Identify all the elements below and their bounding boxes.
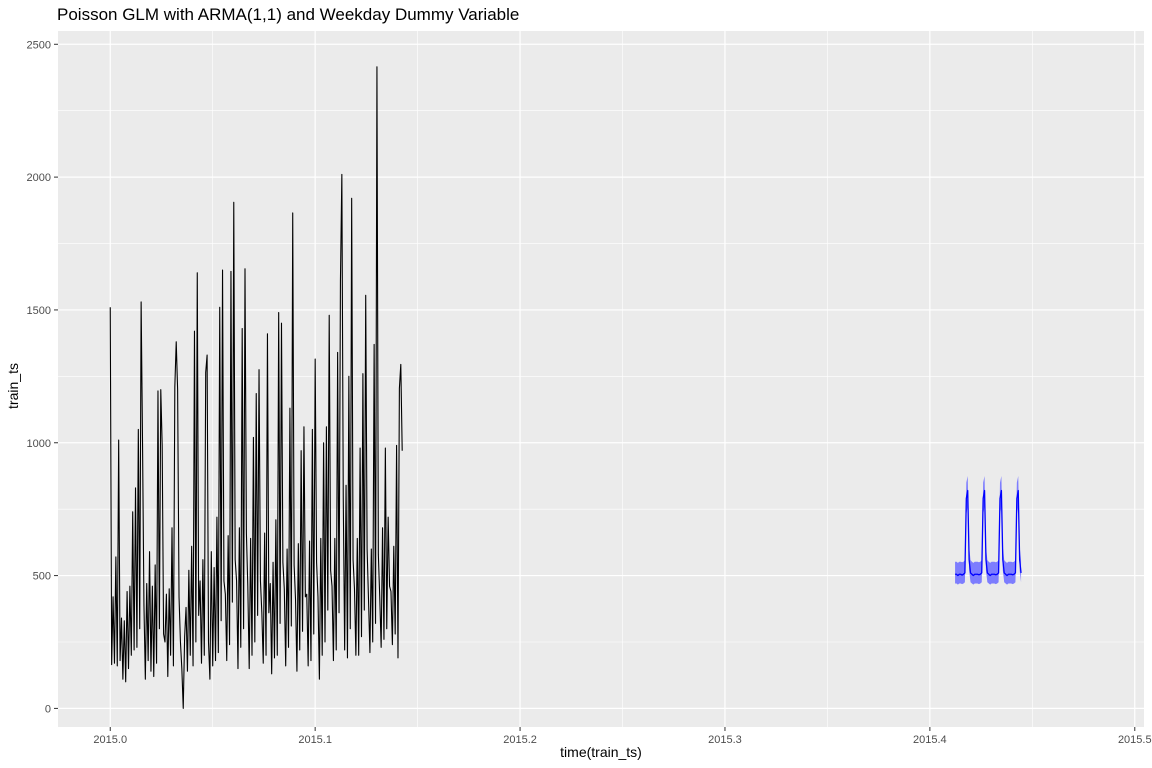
- forecast-series-line: [955, 489, 1022, 577]
- x-tick-label: 2015.5: [1118, 734, 1152, 746]
- observed-series-line: [109, 66, 403, 709]
- x-tick-label: 2015.3: [708, 734, 742, 746]
- major-grid: [58, 31, 1144, 727]
- plot-panel: [58, 31, 1144, 727]
- y-tick-label: 2500: [27, 39, 51, 51]
- y-tick-label: 1500: [27, 305, 51, 317]
- x-axis-ticks: 2015.0 2015.1 2015.2 2015.3 2015.4 2015.5: [93, 727, 1152, 746]
- y-axis-label: train_ts: [5, 363, 21, 409]
- y-tick-label: 0: [45, 703, 51, 715]
- x-tick-label: 2015.0: [93, 734, 127, 746]
- y-tick-label: 2000: [27, 172, 51, 184]
- y-axis-ticks: 0 500 1000 1500 2000 2500: [27, 39, 58, 715]
- series-line-layer: [109, 66, 1022, 709]
- x-tick-label: 2015.2: [503, 734, 537, 746]
- x-tick-label: 2015.1: [298, 734, 332, 746]
- y-tick-label: 500: [33, 571, 51, 583]
- y-tick-label: 1000: [27, 438, 51, 450]
- chart-title: Poisson GLM with ARMA(1,1) and Weekday D…: [57, 5, 519, 24]
- x-tick-label: 2015.4: [913, 734, 947, 746]
- minor-grid: [58, 31, 1144, 727]
- x-axis-label: time(train_ts): [560, 744, 642, 760]
